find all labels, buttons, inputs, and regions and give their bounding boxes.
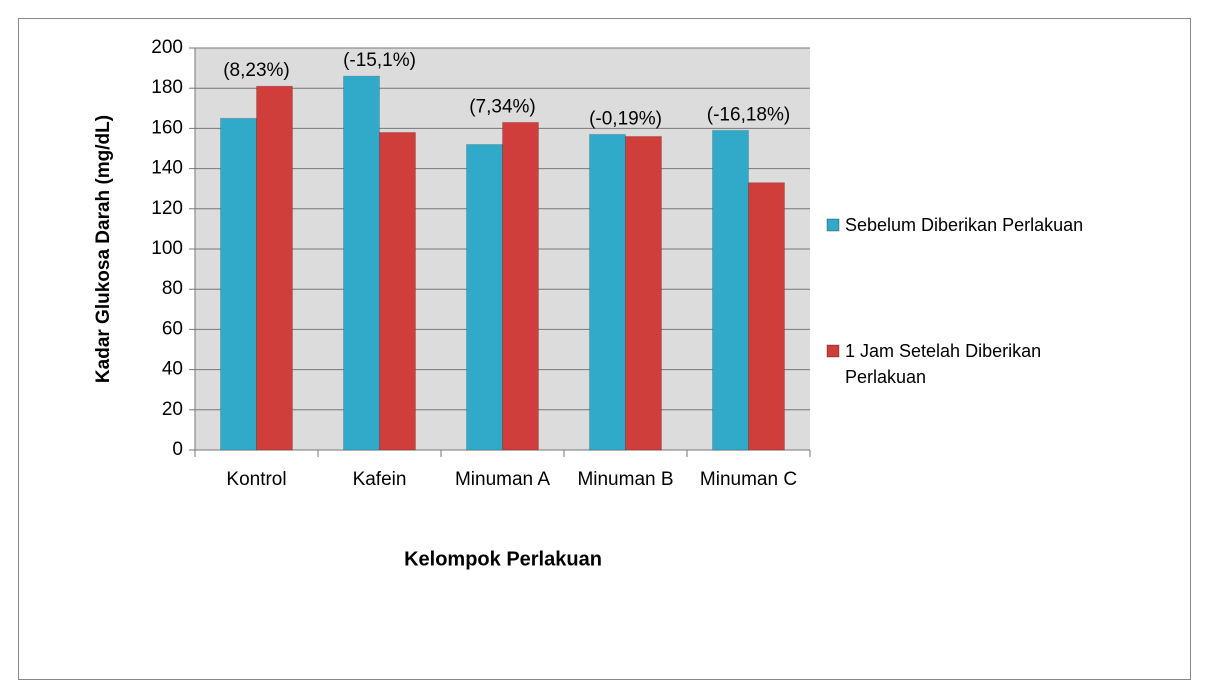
legend-label: 1 Jam Setelah Diberikan Perlakuan xyxy=(845,341,1042,387)
bar xyxy=(220,117,257,451)
x-tick-label: Minuman C xyxy=(699,469,798,490)
x-tick-label: Kafein xyxy=(352,469,407,490)
y-axis-title: Kadar Glukosa Darah (mg/dL) xyxy=(93,115,114,383)
bar xyxy=(343,75,380,451)
legend-label: Sebelum Diberikan Perlakuan xyxy=(845,215,1084,235)
bar xyxy=(502,121,539,451)
annotation: (-15,1%) xyxy=(343,50,416,71)
bar xyxy=(466,143,503,451)
y-tick-label: 40 xyxy=(162,359,183,380)
y-tick-label: 120 xyxy=(151,198,183,219)
legend-swatch xyxy=(826,218,840,232)
bar xyxy=(712,129,749,451)
annotation: (8,23%) xyxy=(223,60,290,81)
x-tick-label: Kontrol xyxy=(226,469,287,490)
y-tick-label: 60 xyxy=(162,318,183,339)
annotation: (-0,19%) xyxy=(589,108,662,129)
bar xyxy=(625,135,662,451)
y-tick-label: 0 xyxy=(172,439,183,460)
y-tick-label: 80 xyxy=(162,278,183,299)
y-tick-label: 160 xyxy=(151,117,183,138)
x-axis-title: Kelompok Perlakuan xyxy=(404,548,602,570)
bar xyxy=(589,133,626,451)
annotation: (7,34%) xyxy=(469,96,536,117)
y-tick-label: 180 xyxy=(151,77,183,98)
y-tick-label: 20 xyxy=(162,399,183,420)
bar xyxy=(748,182,785,451)
bar xyxy=(256,85,293,451)
annotation: (-16,18%) xyxy=(707,104,790,125)
y-tick-label: 140 xyxy=(151,158,183,179)
legend-swatch xyxy=(826,344,840,358)
y-tick-label: 100 xyxy=(151,238,183,259)
x-tick-label: Minuman A xyxy=(454,469,551,490)
bar xyxy=(379,131,416,451)
y-tick-label: 200 xyxy=(151,37,183,58)
x-tick-label: Minuman B xyxy=(577,469,674,490)
